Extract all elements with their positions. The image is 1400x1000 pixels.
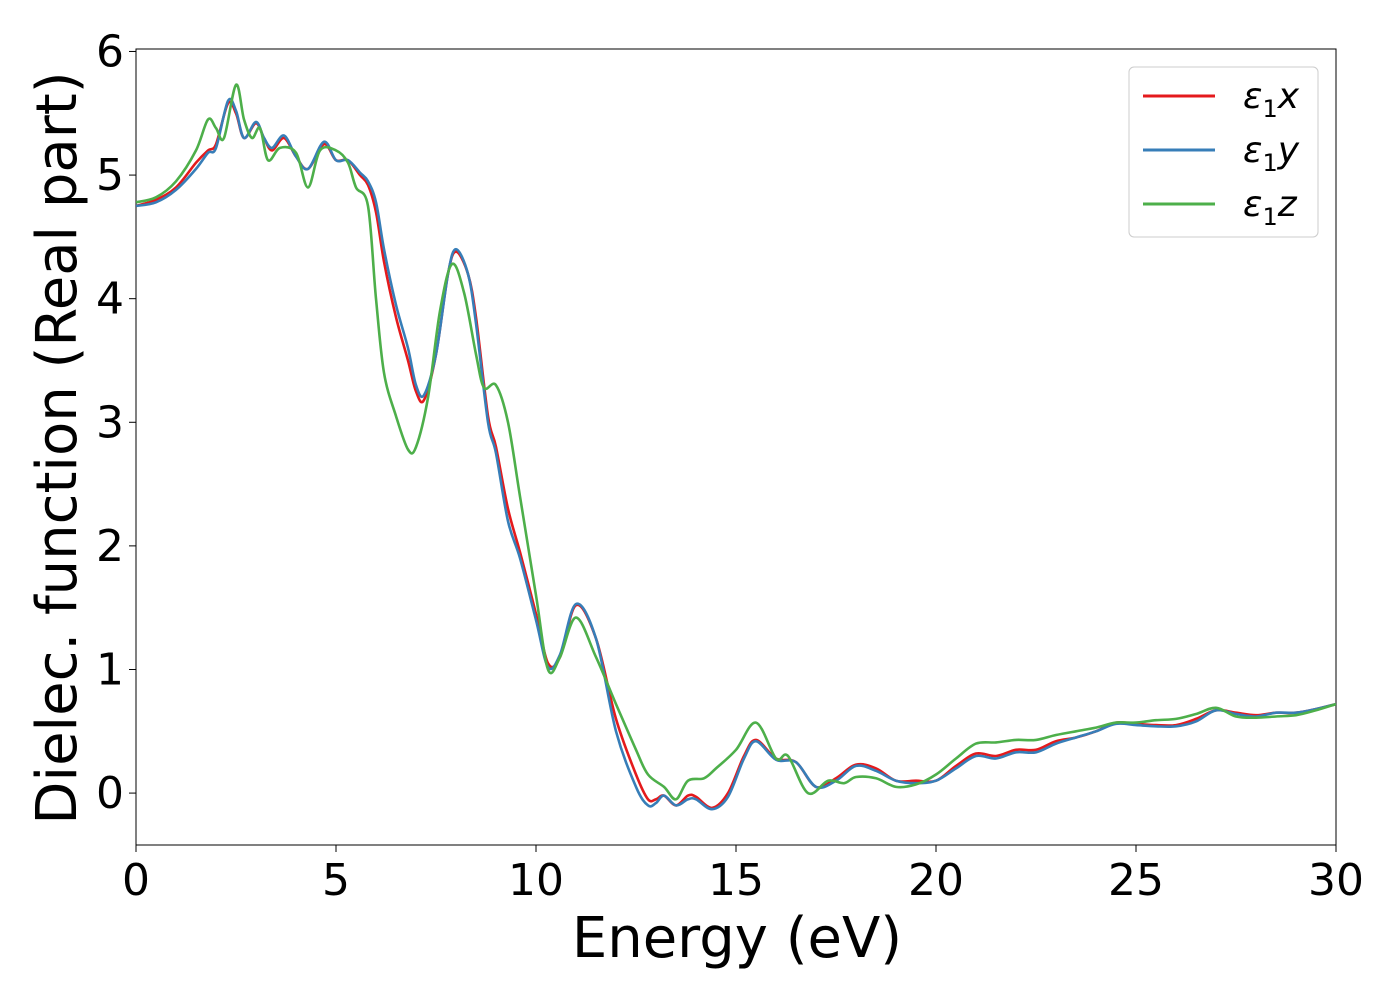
- series-group: [136, 83, 1336, 811]
- x-axis-label: Energy (eV): [572, 906, 902, 971]
- x-axis-ticks: 0 5 10 15 20 25 30: [122, 845, 1364, 906]
- x-tick-label: 5: [322, 855, 350, 906]
- y-tick-label: 1: [96, 644, 124, 695]
- legend-label-z: ε1z: [1243, 184, 1298, 231]
- series-line-z: [136, 83, 1336, 801]
- x-tick-label: 25: [1108, 855, 1164, 906]
- x-tick-label: 0: [122, 855, 150, 906]
- legend-box: [1128, 66, 1319, 238]
- y-axis-ticks: 0 1 2 3 4 5 6: [96, 26, 136, 819]
- y-tick-label: 6: [96, 26, 124, 77]
- legend: ε1x ε1y ε1z: [1128, 66, 1319, 238]
- x-tick-label: 30: [1308, 855, 1364, 906]
- legend-label-y: ε1y: [1243, 130, 1300, 177]
- y-tick-label: 0: [96, 768, 124, 819]
- legend-label-x: ε1x: [1243, 76, 1300, 123]
- x-tick-label: 10: [508, 855, 564, 906]
- y-axis-label: Dielec. function (Real part): [25, 71, 90, 824]
- y-tick-label: 2: [96, 521, 124, 572]
- y-tick-label: 4: [96, 274, 124, 325]
- y-tick-label: 5: [96, 150, 124, 201]
- x-tick-label: 20: [908, 855, 964, 906]
- x-tick-label: 15: [708, 855, 764, 906]
- y-tick-label: 3: [96, 397, 124, 448]
